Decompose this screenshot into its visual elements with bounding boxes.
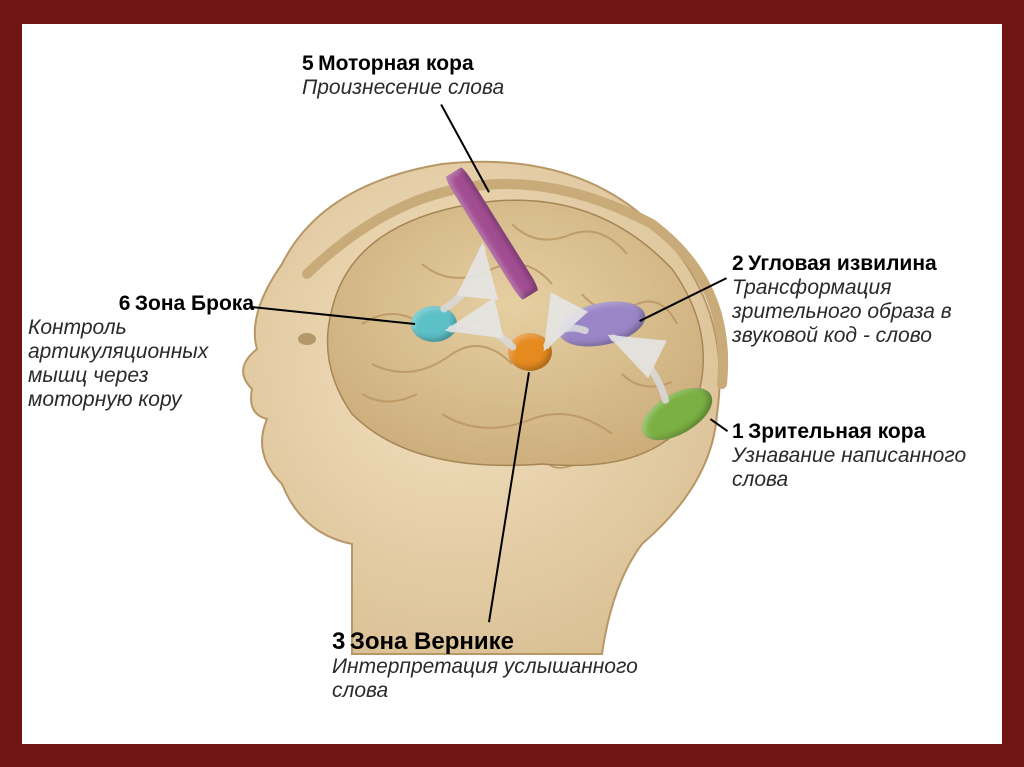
label-num: 3 — [332, 628, 345, 655]
label-desc: Интерпретация услышанногослова — [332, 655, 638, 703]
label-num: 5 — [302, 52, 314, 75]
label-title: Зона Вернике — [350, 628, 514, 655]
label-desc: Узнавание написанногослова — [732, 444, 966, 492]
outer-frame: 5 Моторная кора Произнесение слова 2 Угл… — [0, 0, 1024, 767]
label-angular-gyrus: 2 Угловая извилина Трансформациязрительн… — [732, 252, 952, 349]
label-wernicke: 3 Зона Вернике Интерпретация услышанного… — [332, 628, 638, 704]
diagram-canvas: 5 Моторная кора Произнесение слова 2 Угл… — [22, 24, 1002, 744]
label-num: 2 — [732, 252, 744, 275]
region-wernicke — [508, 333, 552, 371]
label-broca: 6 Зона Брока Контрольартикуляционныхмышц… — [28, 292, 254, 413]
label-title: Зона Брока — [135, 292, 254, 315]
label-title: Зрительная кора — [748, 420, 925, 443]
label-desc: Контрольартикуляционныхмышц черезмоторну… — [28, 316, 254, 413]
label-visual-cortex: 1 Зрительная кора Узнавание написанногос… — [732, 420, 966, 492]
label-motor-cortex: 5 Моторная кора Произнесение слова — [302, 52, 504, 100]
label-num: 6 — [119, 292, 131, 315]
label-title: Моторная кора — [318, 52, 473, 75]
region-broca — [411, 306, 457, 342]
label-desc: Произнесение слова — [302, 76, 504, 100]
label-num: 1 — [732, 420, 744, 443]
label-desc: Трансформациязрительного образа взвуково… — [732, 276, 952, 348]
label-title: Угловая извилина — [748, 252, 937, 275]
